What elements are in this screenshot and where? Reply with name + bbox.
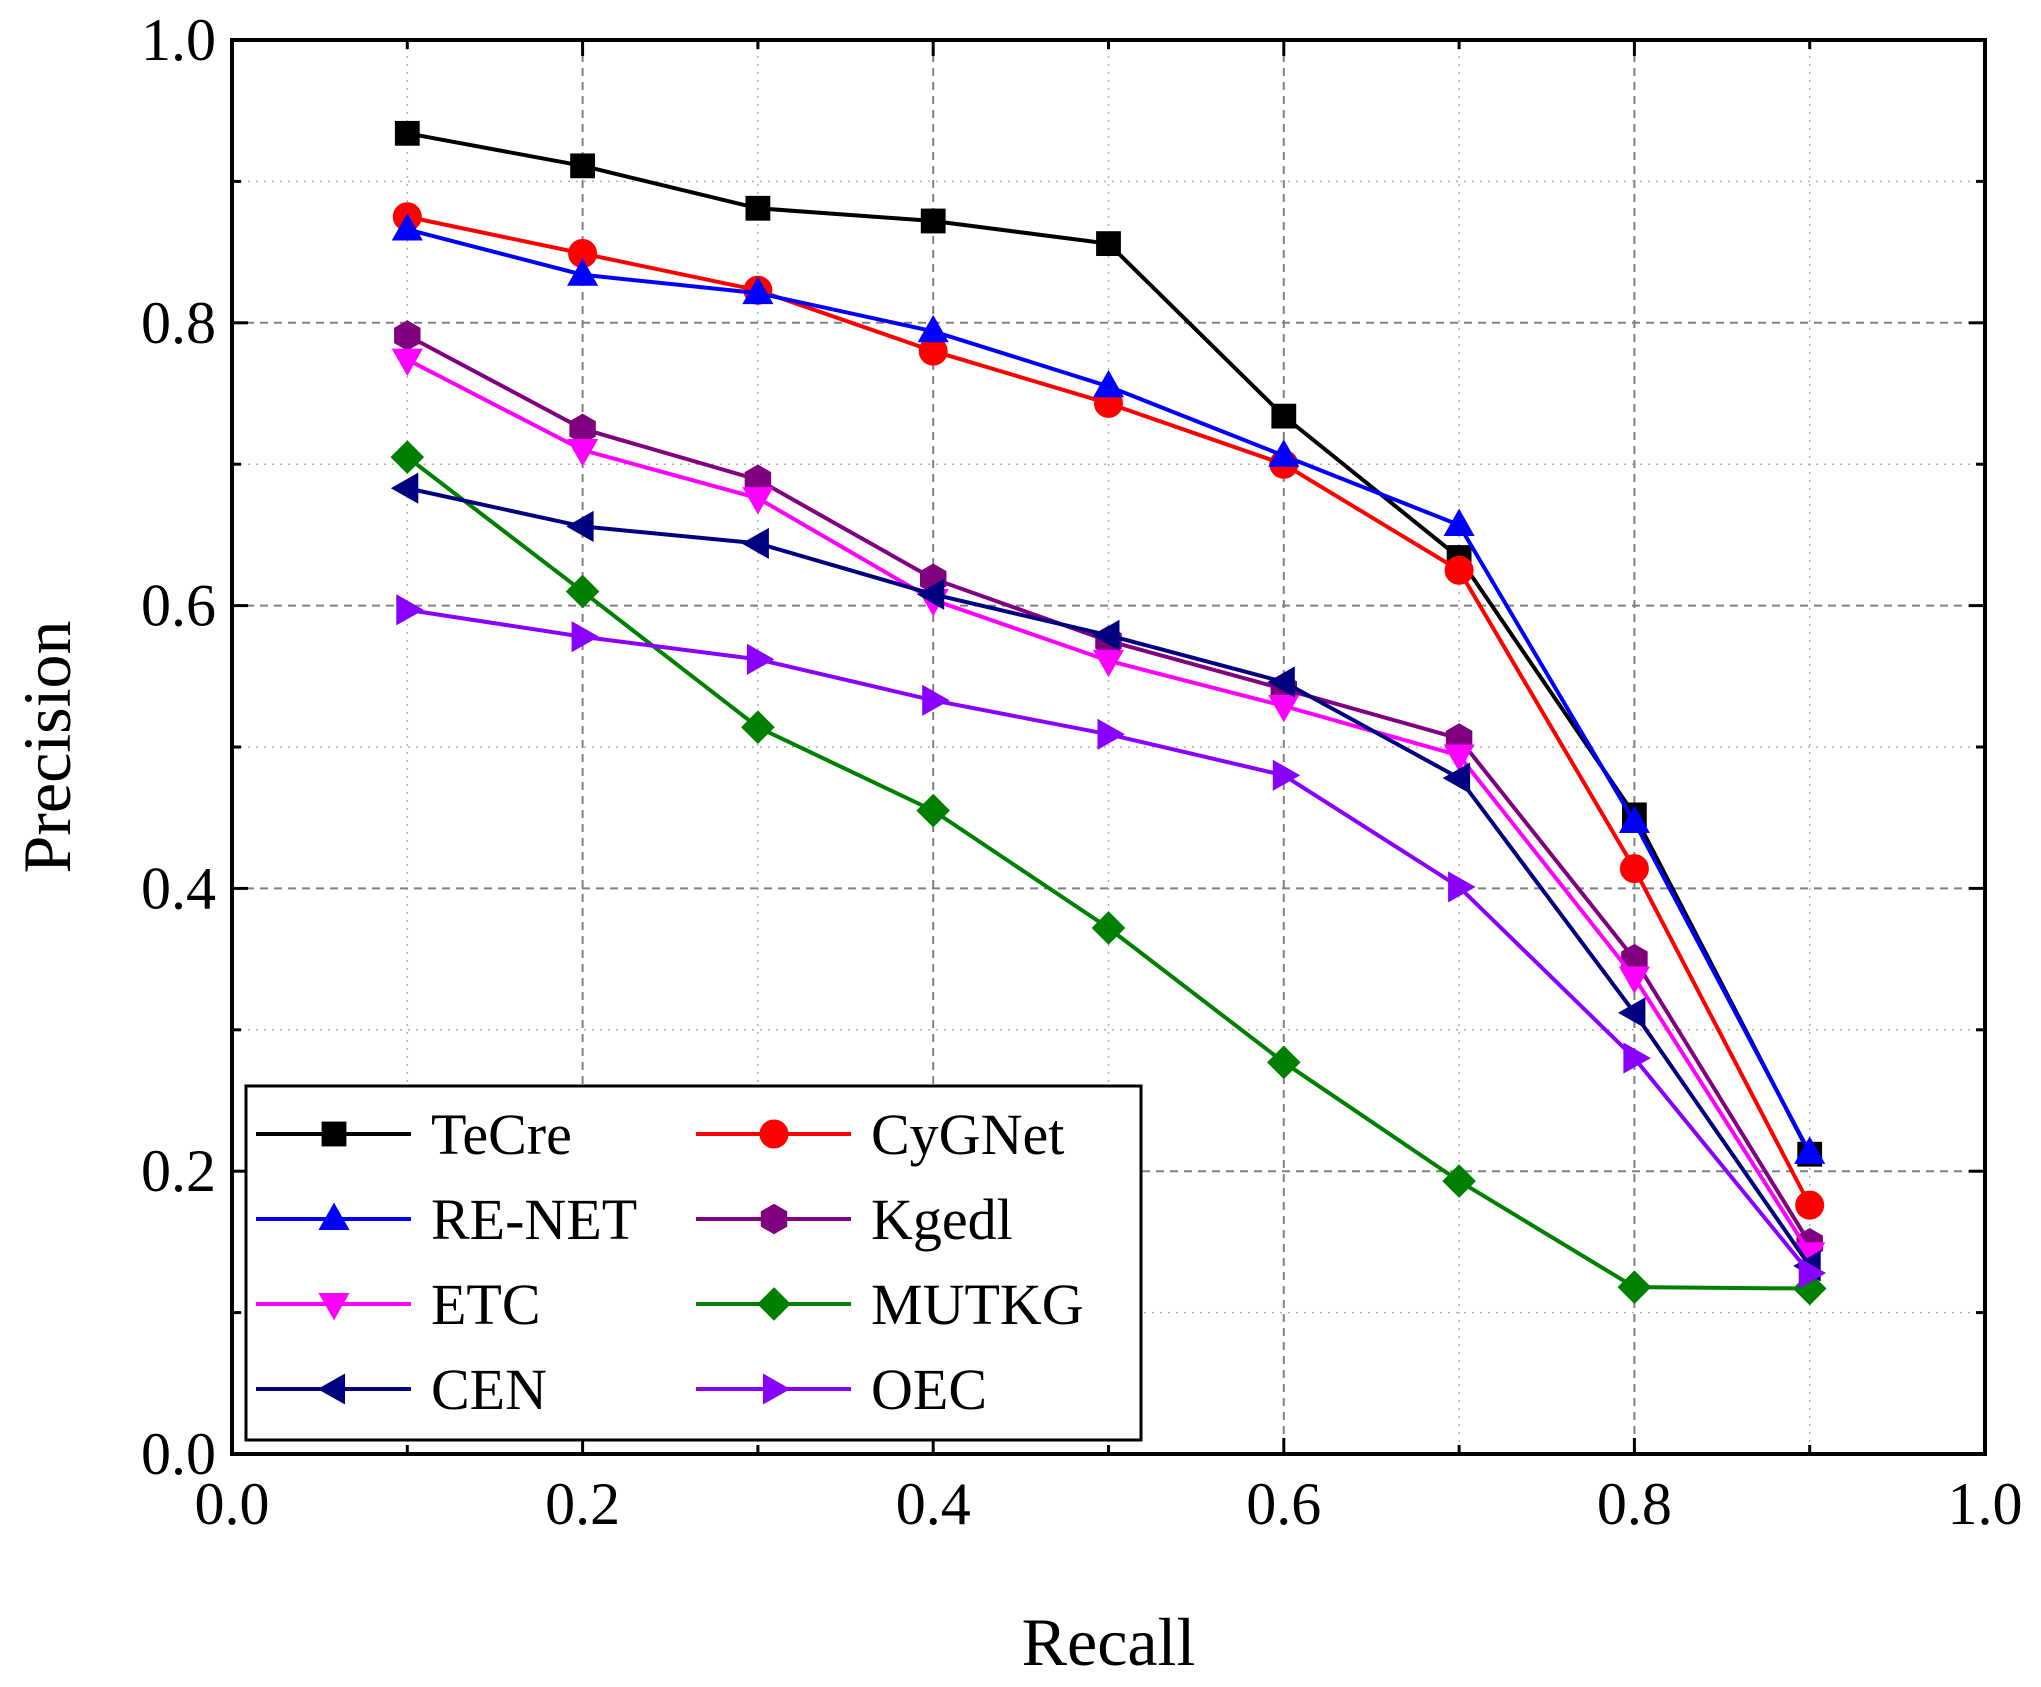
data-point xyxy=(1794,1136,1826,1164)
x-tick-label: 0.8 xyxy=(1597,1471,1672,1537)
data-point xyxy=(390,440,425,474)
data-point xyxy=(1798,1257,1827,1289)
x-tick-label: 0.6 xyxy=(1246,1471,1321,1537)
legend-marker xyxy=(759,1119,789,1149)
y-tick-label: 0.4 xyxy=(141,855,216,921)
data-point xyxy=(1617,1270,1652,1304)
data-point xyxy=(1272,759,1301,791)
y-axis-label: Precision xyxy=(9,620,85,873)
data-point xyxy=(1092,649,1125,678)
data-point xyxy=(1092,619,1120,651)
legend-marker xyxy=(763,1373,791,1405)
x-tick-label: 0.0 xyxy=(195,1471,270,1537)
data-point xyxy=(567,439,599,467)
data-point xyxy=(1442,762,1471,794)
legend-label: Kgedl xyxy=(871,1187,1013,1252)
legend-item-tecre: TeCre xyxy=(256,1102,572,1167)
data-point xyxy=(1266,1045,1301,1080)
legend-marker xyxy=(757,1287,791,1321)
data-point xyxy=(571,621,600,653)
data-point xyxy=(920,208,946,234)
data-point xyxy=(745,195,771,221)
data-point xyxy=(741,710,775,745)
legend-label: TeCre xyxy=(431,1102,572,1167)
data-point xyxy=(1443,744,1475,772)
data-point xyxy=(1268,694,1300,723)
data-point xyxy=(1795,1190,1825,1220)
legend: TeCre CyGNet RE-NET Kgedl ETC MUTKG CEN OEC xyxy=(244,1084,1143,1442)
series-cen xyxy=(390,472,1821,1282)
data-point xyxy=(1617,997,1646,1029)
legend-item-mutkg: MUTKG xyxy=(696,1272,1084,1337)
legend-marker xyxy=(318,1293,350,1321)
data-point xyxy=(916,578,945,610)
data-point xyxy=(1619,854,1649,884)
legend-label: OEC xyxy=(871,1357,987,1422)
y-tick-label: 0.0 xyxy=(141,1421,216,1487)
legend-label: CEN xyxy=(431,1357,547,1422)
series-oec xyxy=(396,594,1827,1289)
data-point xyxy=(394,120,420,146)
x-tick-label: 0.4 xyxy=(896,1471,971,1537)
data-point xyxy=(567,258,599,286)
data-point xyxy=(391,348,423,376)
legend-item-re-net: RE-NET xyxy=(256,1187,637,1252)
data-point xyxy=(1443,508,1475,537)
x-tick-label: 1.0 xyxy=(1948,1471,2023,1537)
data-point xyxy=(916,793,951,828)
legend-label: RE-NET xyxy=(431,1187,637,1252)
data-point xyxy=(391,213,423,241)
series-layer xyxy=(390,120,1827,1306)
series-etc xyxy=(391,348,1826,1270)
legend-item-oec: OEC xyxy=(696,1357,987,1422)
axis-ticks: 0.0 0.2 0.4 0.6 0.8 1.0 0.0 0.2 0.4 0.6 0.8 1.0 xyxy=(141,7,2023,1537)
data-point xyxy=(1096,231,1121,257)
x-axis-label: Recall xyxy=(1022,1604,1196,1680)
data-point xyxy=(746,643,775,675)
legend-box xyxy=(244,1084,1143,1442)
legend-label: ETC xyxy=(431,1272,541,1337)
data-point xyxy=(917,314,949,343)
series-mutkg xyxy=(390,440,1827,1306)
data-point xyxy=(1442,1164,1476,1198)
data-point xyxy=(565,574,600,609)
data-point xyxy=(1448,871,1476,903)
data-point xyxy=(741,527,769,559)
data-point xyxy=(566,510,594,542)
y-tick-label: 0.2 xyxy=(141,1138,216,1204)
legend-marker xyxy=(317,1373,345,1405)
series-re-net xyxy=(391,213,1826,1164)
data-point xyxy=(1618,805,1650,833)
data-point xyxy=(922,684,950,716)
y-tick-label: 1.0 xyxy=(141,7,216,73)
data-point xyxy=(742,487,774,515)
data-point xyxy=(390,472,419,504)
data-point xyxy=(1618,966,1650,994)
data-point xyxy=(1444,555,1474,585)
legend-item-kgedl: Kgedl xyxy=(696,1187,1013,1252)
legend-marker xyxy=(760,1203,788,1235)
legend-marker xyxy=(318,1202,350,1230)
legend-label: MUTKG xyxy=(871,1272,1084,1337)
x-tick-label: 0.2 xyxy=(545,1471,620,1537)
data-point xyxy=(1097,718,1125,750)
data-point xyxy=(396,594,424,626)
legend-item-etc: ETC xyxy=(256,1272,541,1337)
data-point xyxy=(1271,403,1297,429)
legend-item-cen: CEN xyxy=(256,1357,547,1422)
data-point xyxy=(1623,1042,1651,1074)
y-tick-label: 0.8 xyxy=(141,290,216,356)
data-point xyxy=(570,153,596,179)
y-tick-label: 0.6 xyxy=(141,573,216,639)
data-point xyxy=(1267,666,1295,698)
legend-item-cygnet: CyGNet xyxy=(696,1102,1064,1167)
data-point xyxy=(1091,911,1126,945)
legend-marker xyxy=(321,1121,347,1147)
data-point xyxy=(1268,439,1300,467)
data-point xyxy=(1092,370,1125,398)
legend-label: CyGNet xyxy=(871,1102,1064,1167)
data-point xyxy=(742,276,774,305)
